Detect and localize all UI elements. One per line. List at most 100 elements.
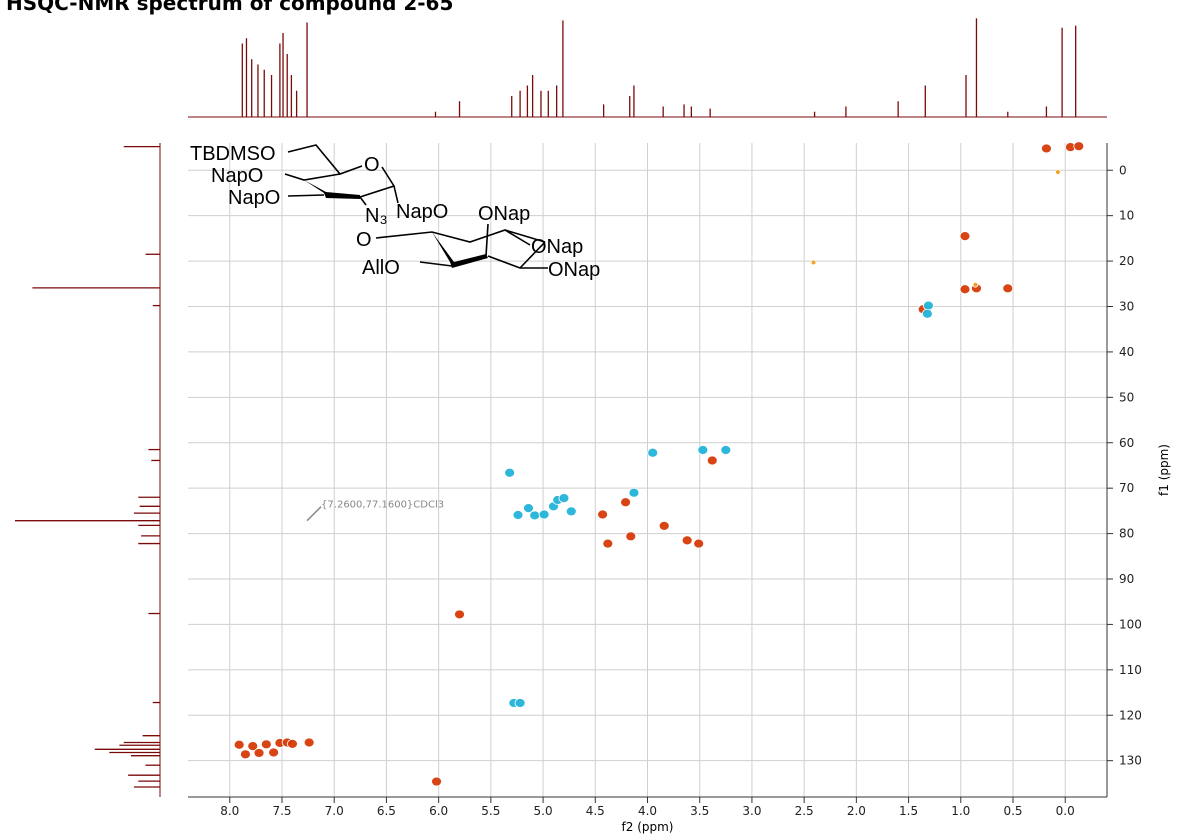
cross-peak bbox=[959, 231, 971, 242]
structure-label: ONap bbox=[478, 203, 530, 225]
cross-peak bbox=[431, 776, 442, 787]
x-tick-label: 7.0 bbox=[325, 804, 344, 818]
bond bbox=[359, 196, 367, 206]
cross-peak bbox=[720, 445, 732, 455]
y-tick-label: 40 bbox=[1119, 345, 1134, 359]
cross-peak bbox=[504, 467, 516, 478]
bond bbox=[485, 223, 489, 257]
structure-label: TBDMSO bbox=[190, 143, 276, 165]
cross-peak bbox=[681, 535, 693, 546]
structure-label: NapO bbox=[211, 165, 263, 187]
cross-peak bbox=[514, 698, 526, 708]
y-tick-label: 90 bbox=[1119, 572, 1134, 586]
cross-peak bbox=[303, 737, 315, 748]
cross-peak bbox=[625, 531, 637, 542]
cross-peak bbox=[697, 445, 709, 455]
cross-peak bbox=[923, 300, 934, 311]
structure-label: AllO bbox=[362, 257, 400, 279]
cross-peak bbox=[565, 506, 577, 517]
structure-label: NapO bbox=[396, 201, 448, 223]
bond bbox=[375, 229, 546, 243]
cross-peak bbox=[1002, 283, 1014, 294]
structure-label: N₃ bbox=[365, 205, 388, 227]
y-tick-label: 120 bbox=[1119, 708, 1142, 722]
y-tick-label: 20 bbox=[1119, 254, 1134, 268]
y-axis-label: f1 (ppm) bbox=[1157, 444, 1171, 496]
x-tick-label: 6.0 bbox=[429, 804, 448, 818]
bond bbox=[393, 185, 399, 204]
cross-peak bbox=[693, 538, 705, 549]
x-tick-label: 1.5 bbox=[899, 804, 918, 818]
structure-label: ONap bbox=[531, 236, 583, 258]
x-tick-label: 2.5 bbox=[795, 804, 814, 818]
cross-peak bbox=[921, 308, 933, 319]
cross-peak bbox=[602, 538, 614, 549]
cross-peak bbox=[658, 520, 670, 531]
cross-peak bbox=[628, 487, 640, 498]
cross-peak bbox=[810, 259, 817, 266]
chart-title: HSQC-NMR spectrum of compound 2-65 bbox=[6, 0, 453, 15]
cross-peak bbox=[247, 741, 259, 752]
structure-label: O bbox=[364, 154, 380, 176]
structure-label: O bbox=[356, 229, 372, 251]
bond bbox=[519, 241, 546, 269]
wedge bbox=[304, 180, 360, 199]
x-tick-label: 1.0 bbox=[951, 804, 970, 818]
y-tick-label: 10 bbox=[1119, 209, 1134, 223]
y-tick-label: 50 bbox=[1119, 390, 1134, 404]
y-tick-label: 100 bbox=[1119, 617, 1142, 631]
x-tick-label: 5.5 bbox=[481, 804, 500, 818]
cross-peak bbox=[253, 748, 265, 758]
structure: TBDMSO NapO NapO O N₃ NapO ONap O ONap A… bbox=[190, 143, 600, 281]
y-tick-label: 30 bbox=[1119, 300, 1134, 314]
annotation-label: {7.2600,77.1600}CDCl3 bbox=[321, 500, 444, 511]
bond bbox=[287, 144, 363, 175]
cross-peak bbox=[240, 749, 251, 760]
x-tick-label: 7.5 bbox=[272, 804, 291, 818]
cross-peak bbox=[972, 281, 979, 288]
cross-peak bbox=[558, 493, 570, 504]
cross-peak bbox=[620, 497, 631, 508]
cross-peak bbox=[529, 510, 541, 521]
y-tick-label: 70 bbox=[1119, 481, 1134, 495]
cross-peak bbox=[260, 739, 272, 750]
x-tick-label: 6.5 bbox=[377, 804, 396, 818]
x-tick-label: 4.5 bbox=[586, 804, 605, 818]
bond bbox=[287, 194, 325, 197]
cross-peak bbox=[233, 739, 245, 750]
x-tick-label: 0.5 bbox=[1003, 804, 1022, 818]
bond bbox=[504, 229, 531, 246]
y-tick-label: 130 bbox=[1119, 754, 1142, 768]
x-tick-label: 0.0 bbox=[1056, 804, 1075, 818]
cross-peak bbox=[647, 447, 659, 458]
y-tick-label: 0 bbox=[1119, 163, 1127, 177]
x-tick-label: 4.0 bbox=[638, 804, 657, 818]
cross-peak bbox=[959, 284, 971, 295]
cross-peak bbox=[706, 455, 718, 466]
x-tick-label: 5.0 bbox=[534, 804, 553, 818]
x-tick-label: 3.5 bbox=[690, 804, 709, 818]
structure-label: NapO bbox=[228, 187, 280, 209]
x-tick-label: 3.0 bbox=[742, 804, 761, 818]
cross-peak bbox=[287, 738, 298, 749]
y-tick-label: 60 bbox=[1119, 436, 1134, 450]
bond bbox=[284, 173, 341, 181]
wedge bbox=[432, 232, 488, 268]
cross-peak bbox=[597, 509, 608, 520]
y-tick-label: 80 bbox=[1119, 527, 1134, 541]
cross-peak bbox=[1041, 143, 1052, 154]
cross-peak bbox=[454, 609, 465, 620]
cross-peak bbox=[523, 503, 534, 514]
structure-label: ONap bbox=[548, 259, 600, 281]
y-tick-label: 110 bbox=[1119, 663, 1142, 677]
cross-peak bbox=[1073, 141, 1085, 152]
x-axis-label: f2 (ppm) bbox=[622, 820, 674, 834]
cross-peak bbox=[512, 510, 524, 520]
x-tick-label: 8.0 bbox=[220, 804, 239, 818]
cross-peak bbox=[538, 509, 550, 520]
annotation-arrow bbox=[306, 506, 322, 522]
bond bbox=[419, 261, 453, 267]
cross-peak bbox=[1055, 169, 1061, 175]
cross-peak bbox=[268, 747, 280, 758]
